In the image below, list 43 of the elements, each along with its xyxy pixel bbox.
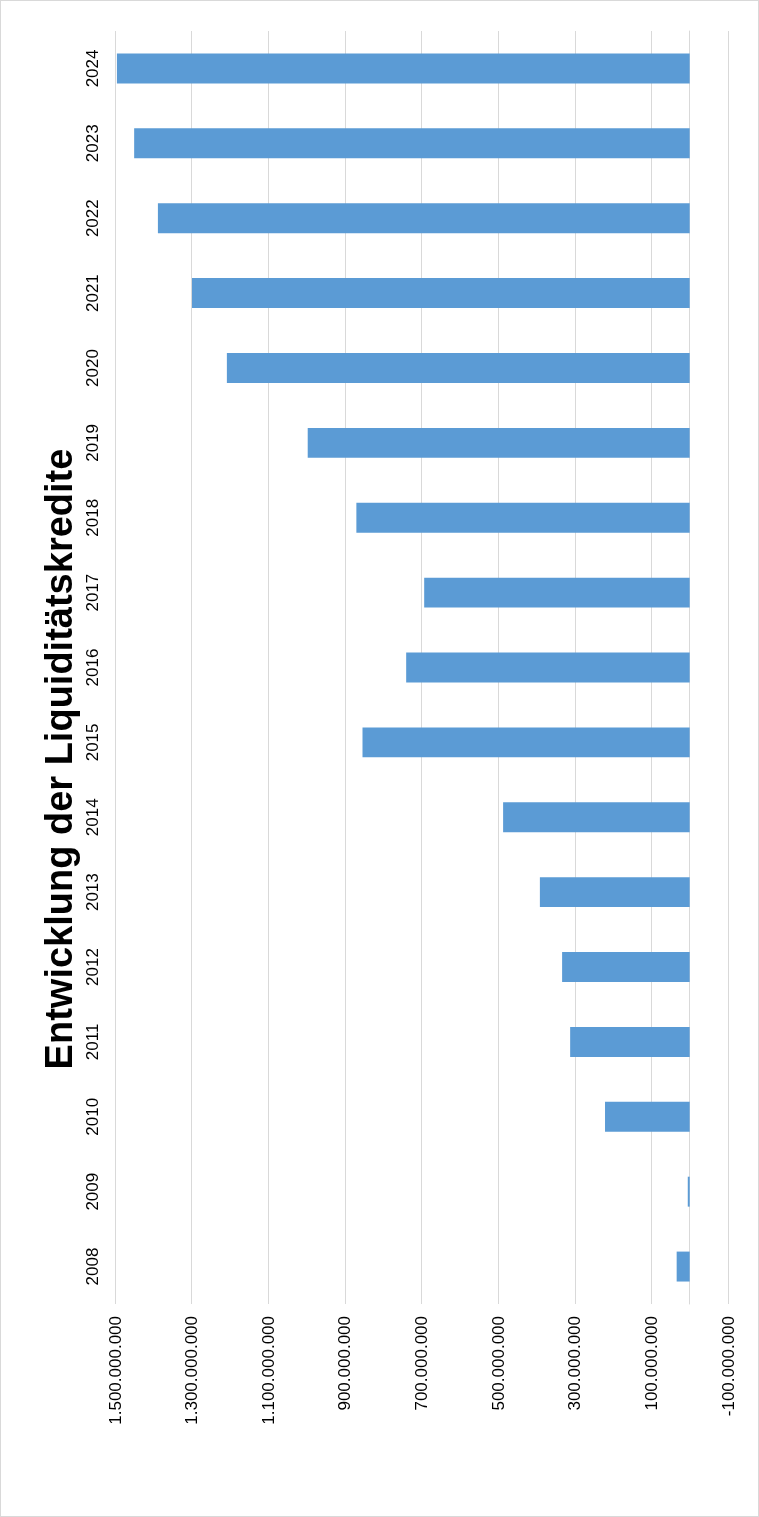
- bar: [356, 502, 690, 533]
- bar: [157, 203, 690, 234]
- bar: [134, 128, 690, 159]
- bar: [503, 802, 690, 833]
- bar: [424, 577, 690, 608]
- y-tick-label: 2016: [83, 648, 102, 687]
- y-tick-label: 2013: [83, 873, 102, 912]
- y-tick-label: 2009: [83, 1172, 102, 1211]
- y-tick-label: 2008: [83, 1247, 102, 1286]
- y-tick-label: 2020: [83, 349, 102, 387]
- bar: [406, 652, 690, 683]
- x-tick-label: 300.000.000: [565, 1316, 585, 1411]
- x-tick-label: 900.000.000: [335, 1316, 355, 1411]
- y-tick-label: 2011: [83, 1023, 102, 1061]
- bar: [539, 877, 690, 908]
- y-tick-label: 2019: [83, 423, 102, 462]
- bar: [570, 1026, 690, 1057]
- x-tick-label: 1.300.000.000: [182, 1316, 202, 1425]
- x-tick-label: -100.000.000: [718, 1316, 738, 1417]
- x-tick-label: 100.000.000: [641, 1316, 661, 1411]
- bar: [116, 53, 690, 84]
- y-tick-label: 2023: [83, 124, 102, 163]
- y-tick-label: 2017: [83, 573, 102, 612]
- bar: [676, 1251, 690, 1282]
- bar: [307, 427, 690, 458]
- y-tick-label: 2018: [83, 498, 102, 537]
- bar: [562, 952, 690, 983]
- y-tick-label: 2024: [83, 49, 102, 88]
- bar: [226, 352, 690, 383]
- y-tick-label: 2022: [83, 199, 102, 238]
- x-tick-label: 500.000.000: [488, 1316, 508, 1411]
- x-tick-label: 700.000.000: [412, 1316, 431, 1411]
- x-tick-label: 1.500.000.000: [105, 1316, 125, 1425]
- bar: [605, 1101, 690, 1132]
- bar: [362, 727, 690, 758]
- bar: [192, 278, 690, 309]
- text: Entwicklung der Liquiditätskredite: [38, 448, 80, 1070]
- y-tick-label: 2021: [83, 274, 102, 312]
- x-tick-label: 1.100.000.000: [258, 1316, 278, 1425]
- y-tick-label: 2012: [83, 948, 102, 986]
- y-tick-label: 2014: [83, 798, 102, 837]
- y-tick-label: 2015: [83, 723, 102, 762]
- y-tick-label: 2010: [83, 1097, 102, 1136]
